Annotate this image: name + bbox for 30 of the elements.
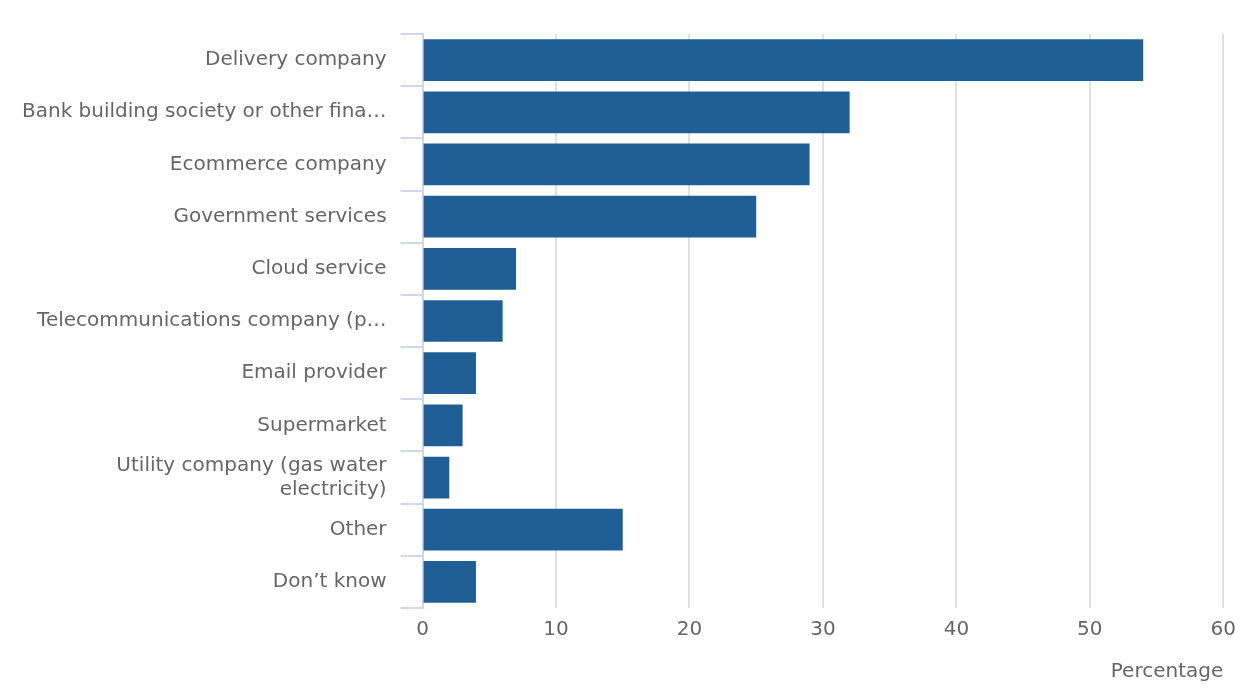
x-tick-label: 20: [676, 616, 703, 641]
y-tick-label: Other: [329, 515, 388, 540]
x-tick-label: 50: [1077, 616, 1103, 641]
x-tick-label: 10: [543, 616, 569, 641]
x-tick-label: 30: [810, 616, 836, 641]
y-tick-label: Cloud service: [251, 255, 387, 280]
y-tick-label: Delivery company: [205, 46, 387, 71]
y-tick-label: Don’t know: [272, 568, 387, 593]
x-axis-title: Percentage: [1110, 658, 1224, 683]
x-tick-label: 0: [416, 616, 429, 641]
bar: [423, 247, 516, 290]
y-tick-label: Bank building society or other fina…: [22, 98, 387, 123]
y-tick-label: Ecommerce company: [169, 150, 387, 175]
bar: [423, 39, 1144, 81]
bar: [423, 195, 757, 238]
y-tick-label: Email provider: [241, 359, 388, 384]
bar: [423, 508, 623, 551]
y-tick-label: Telecommunications company (p…: [36, 307, 387, 332]
bar: [423, 456, 450, 499]
x-tick-label: 40: [943, 616, 970, 641]
y-tick-label: Utility company (gas water electricity): [116, 451, 388, 500]
y-tick-label: Government services: [173, 202, 387, 227]
bar: [423, 91, 850, 134]
bar: [423, 404, 463, 447]
x-tick-label: 60: [1210, 616, 1236, 641]
bar: [423, 352, 476, 395]
bar: [423, 561, 476, 603]
bar: [423, 300, 503, 342]
bar: [423, 143, 810, 186]
y-tick-label: Supermarket: [257, 411, 387, 436]
